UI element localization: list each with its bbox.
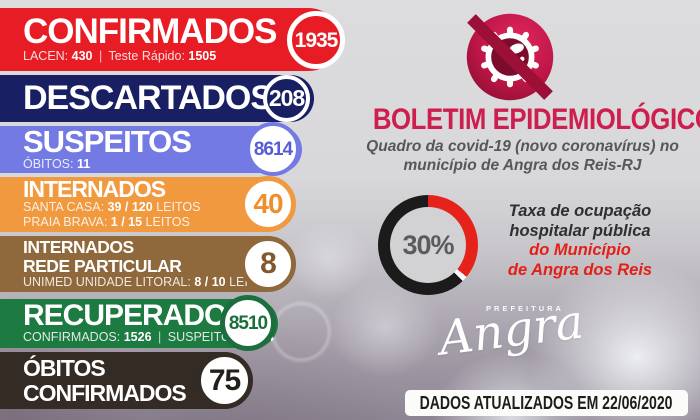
sub-separator: | [98, 48, 103, 63]
stat-label-line1: INTERNADOS [23, 237, 134, 258]
sub-label: CONFIRMADOS: [23, 330, 121, 345]
right-panel: BOLETIM EPIDEMIOLÓGICO Quadro da covid-1… [345, 0, 700, 420]
page-title-text: BOLETIM EPIDEMIOLÓGICO [372, 103, 700, 136]
suspeitos-count-badge: 8614 [246, 122, 300, 176]
sub-label: UNIMED UNIDADE LITORAL: [23, 274, 191, 289]
stat-sub: LACEN: 430 | Teste Rápido: 1505 [23, 49, 340, 64]
logo-prefeitura-text: PREFEITURA [486, 304, 564, 313]
sub-label: LACEN: [23, 48, 69, 63]
sub-value: 11 [76, 156, 91, 171]
page-subtitle: Quadro da covid-19 (novo coronavírus) no… [345, 138, 700, 175]
sub-value: 1526 [123, 330, 152, 345]
stat-sub: PRAIA BRAVA: 1 / 15 LEITOS [23, 215, 294, 230]
stat-label: CONFIRMADOS [23, 12, 277, 52]
sub-label: Teste Rápido: [108, 48, 185, 63]
page-subtitle-line2: município de Angra dos Reis-RJ [403, 156, 642, 174]
sub-label: ÓBITOS: [23, 156, 74, 171]
stat-bar-confirmados: CONFIRMADOS LACEN: 430 | Teste Rápido: 1… [0, 8, 340, 71]
sub-value: 430 [71, 48, 93, 63]
stat-sub: SANTA CASA: 39 / 120 LEITOS [23, 200, 294, 215]
occupancy-caption-line3: do Município [529, 241, 631, 259]
page-title: BOLETIM EPIDEMIOLÓGICO [345, 103, 700, 137]
stat-label-line2: REDE PARTICULAR [23, 255, 182, 276]
internados-count-badge: 40 [240, 176, 296, 232]
stat-label: RECUPERADOS [23, 298, 246, 332]
stat-bar-descartados: DESCARTADOS [0, 75, 314, 122]
stat-sub: ÓBITOS: 11 [23, 157, 302, 172]
sub-value: 1 / 15 [110, 215, 143, 230]
occupancy-caption-line2: hospitalar pública [509, 221, 651, 240]
prefeitura-angra-logo: PREFEITURA Angra [431, 294, 591, 366]
recuperados-count-badge: 8510 [220, 295, 276, 351]
obitos-count-badge: 75 [196, 352, 253, 409]
sub-label: SANTA CASA: [23, 200, 105, 215]
data-updated-banner: DADOS ATUALIZADOS EM 22/06/2020 [405, 390, 688, 416]
stat-label-line1: ÓBITOS [23, 355, 106, 382]
data-updated-text: DADOS ATUALIZADOS EM 22/06/2020 [420, 392, 673, 413]
sub-suffix: LEITOS [156, 200, 201, 215]
sub-label: PRAIA BRAVA: [23, 215, 108, 230]
occupancy-caption: Taxa de ocupação hospitalar pública do M… [465, 202, 695, 280]
occupancy-caption-line1: Taxa de ocupação [508, 202, 652, 220]
sub-value: 1505 [188, 48, 217, 63]
sub-value: 8 / 10 [194, 274, 226, 289]
rede-particular-count-badge: 8 [240, 236, 296, 292]
occupancy-donut: 30% [378, 195, 478, 295]
stat-label-line2: CONFIRMADOS [23, 379, 187, 406]
occupancy-caption-line4: de Angra dos Reis [507, 260, 653, 279]
stat-label: SUSPEITOS [23, 124, 192, 160]
descartados-count-badge: 208 [263, 75, 310, 122]
no-virus-icon [466, 13, 554, 101]
occupancy-percent: 30% [402, 229, 454, 260]
confirmados-count-badge: 1935 [287, 11, 345, 69]
sub-separator: | [158, 330, 162, 345]
sub-value: 39 / 120 [107, 200, 153, 215]
stat-label: DESCARTADOS [23, 79, 273, 118]
sub-suffix: LEITOS [145, 215, 190, 230]
stat-label: INTERNADOS [23, 175, 166, 202]
page-subtitle-line1: Quadro da covid-19 (novo coronavírus) no [366, 138, 679, 155]
